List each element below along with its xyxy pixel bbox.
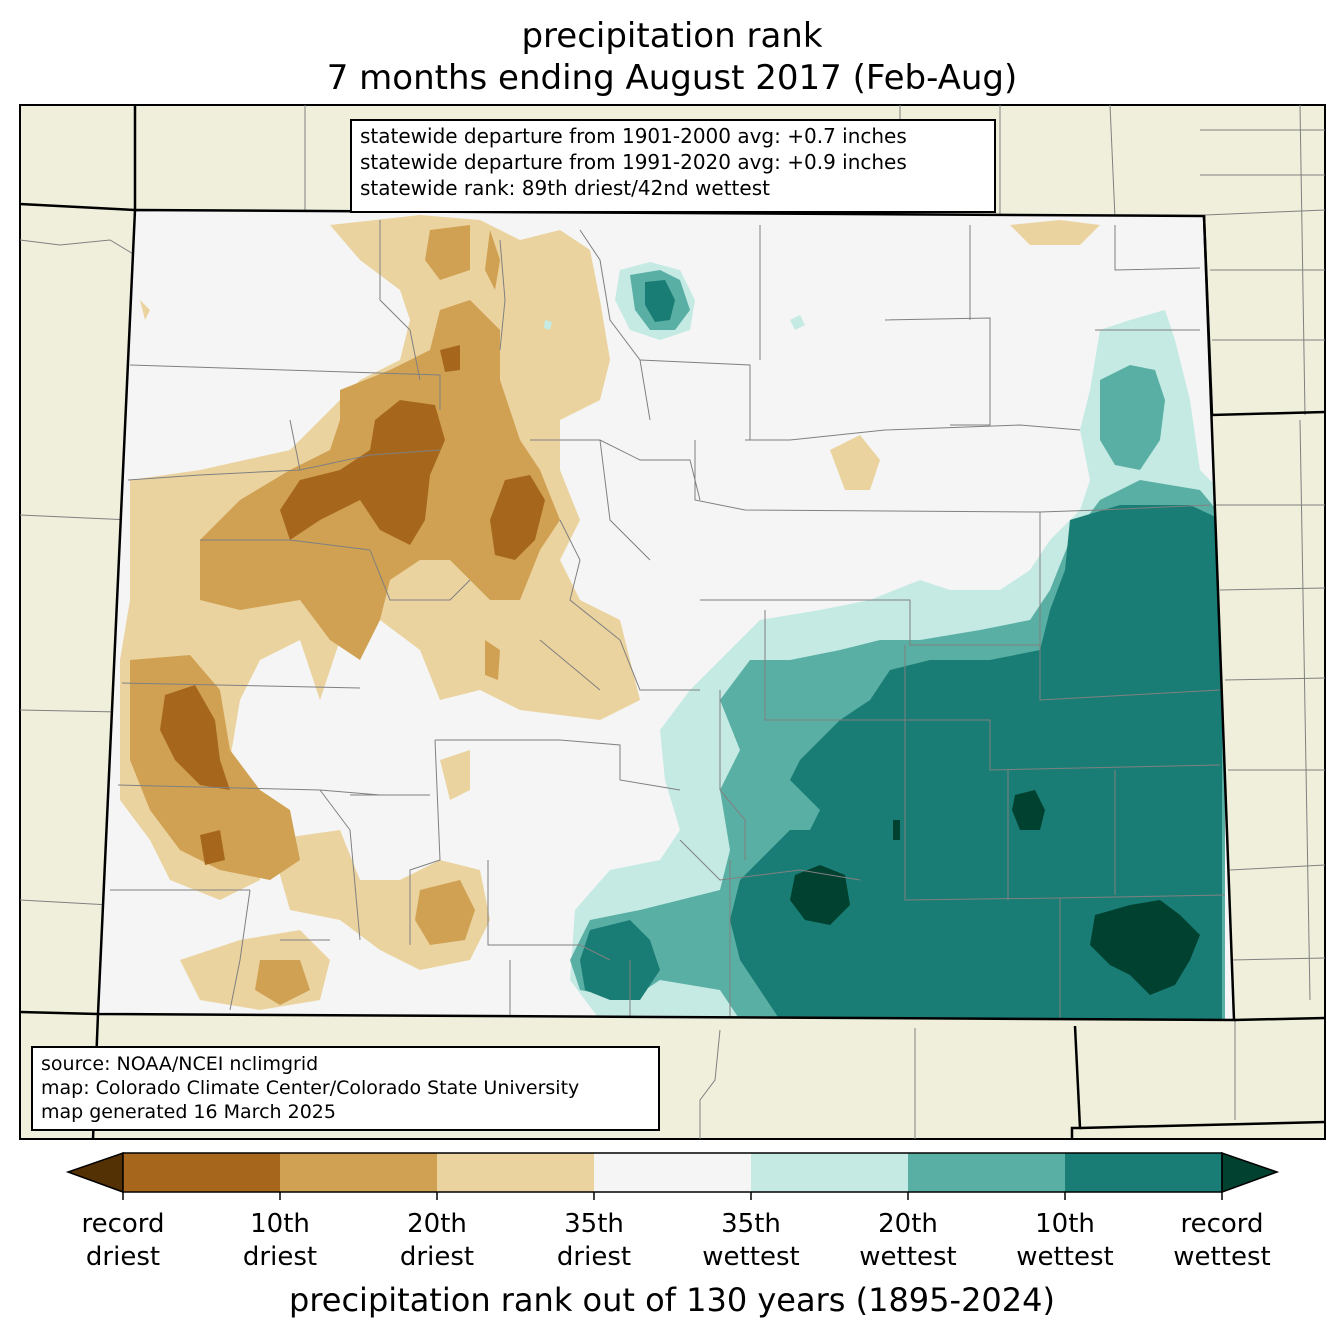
colorbar-neutral (594, 1153, 751, 1192)
colorbar-tick-label: 35th driest (556, 1209, 632, 1272)
colorbar-tick-label: record wettest (1173, 1209, 1271, 1272)
colorbar-10th-driest (123, 1153, 280, 1192)
source-line: source: NOAA/NCEI nclimgrid (41, 1053, 319, 1075)
colorbar-tick-label: 10th driest (242, 1209, 318, 1272)
colorbar-20th-wettest (908, 1153, 1065, 1192)
colorbar-35th-driest (437, 1153, 594, 1192)
colorbar-10th-wettest (1065, 1153, 1222, 1192)
colorbar-tick-label: 20th wettest (859, 1209, 957, 1272)
colorbar-35th-wettest (751, 1153, 908, 1192)
state-borders (19, 105, 1326, 1140)
colorbar-axis-label: precipitation rank out of 130 years (189… (289, 1281, 1055, 1319)
dry-10th-regions (160, 345, 545, 865)
colorbar-tick-label: record driest (81, 1209, 165, 1272)
colorbar-record-driest-arrow (65, 1151, 124, 1194)
map-title: precipitation rank (521, 16, 823, 56)
colorbar-tick-label: 20th driest (399, 1209, 475, 1272)
stats-departure-1991-2020: statewide departure from 1991-2020 avg: … (360, 150, 907, 174)
colorbar-20th-driest (280, 1153, 437, 1192)
colorbar-record-wettest-arrow (1221, 1151, 1280, 1194)
colorado-county-lines (110, 220, 1226, 1020)
record-wettest-regions (790, 790, 1200, 995)
map-generated-line: map generated 16 March 2025 (41, 1101, 336, 1123)
colorbar-tick-label: 10th wettest (1016, 1209, 1114, 1272)
colorbar-tick-label: 35th wettest (702, 1209, 800, 1272)
stats-statewide-rank: statewide rank: 89th driest/42nd wettest (360, 176, 770, 200)
map-subtitle: 7 months ending August 2017 (Feb-Aug) (326, 58, 1018, 98)
colorado-rank-field (98, 210, 1234, 1020)
neighbor-county-lines (19, 104, 1326, 1139)
statewide-stats-box: statewide departure from 1901-2000 avg: … (350, 119, 996, 213)
wet-10th-regions (580, 280, 1222, 1020)
map-credit-line: map: Colorado Climate Center/Colorado St… (41, 1077, 580, 1099)
stats-departure-1901-2000: statewide departure from 1901-2000 avg: … (360, 124, 907, 148)
colorbar (65, 1151, 1280, 1200)
source-box: source: NOAA/NCEI nclimgrid map: Colorad… (31, 1046, 660, 1131)
